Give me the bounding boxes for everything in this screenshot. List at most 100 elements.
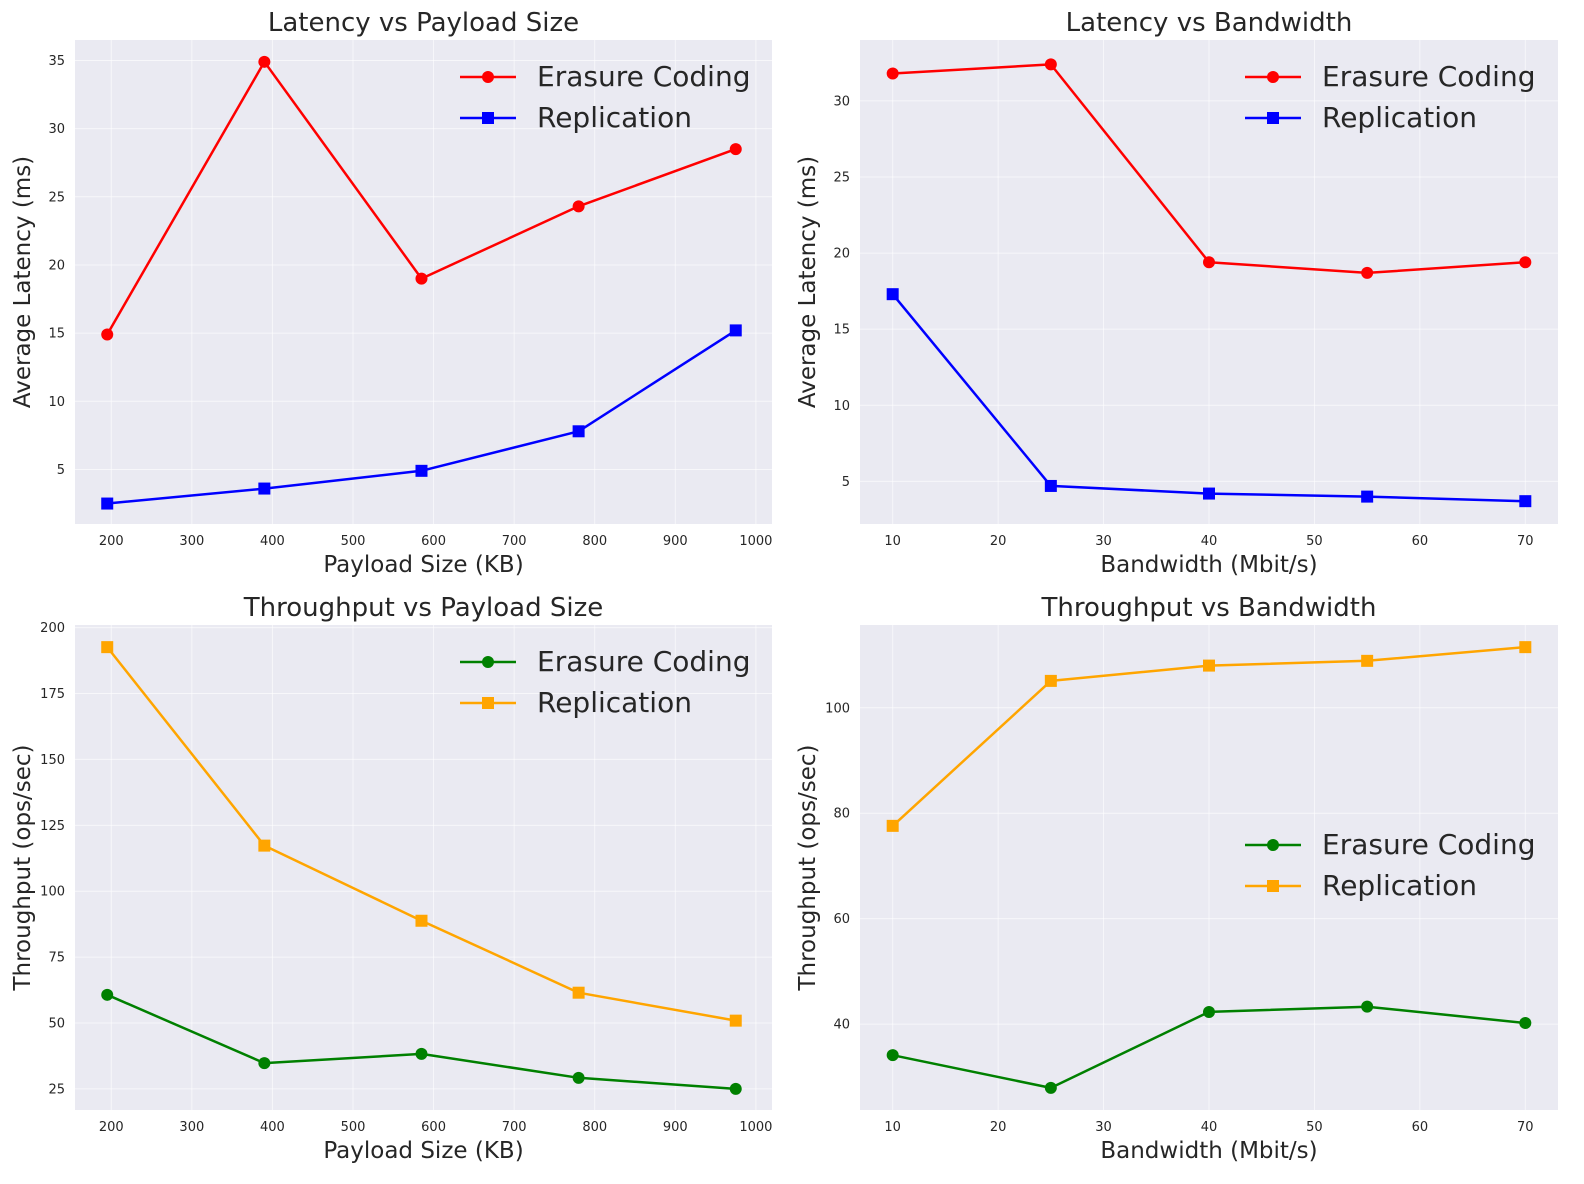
- data-point: [415, 464, 428, 477]
- x-tick-label: 50: [1306, 534, 1323, 549]
- y-tick-label: 150: [40, 753, 65, 768]
- y-tick-label: 15: [48, 327, 65, 342]
- y-tick-label: 10: [833, 399, 850, 414]
- data-point: [1361, 266, 1374, 279]
- data-point: [258, 1057, 271, 1070]
- x-tick-label: 900: [663, 534, 688, 549]
- x-tick-label: 600: [421, 1120, 446, 1135]
- x-tick-label: 60: [1412, 1120, 1429, 1135]
- x-axis-label: Bandwidth (Mbit/s): [1100, 552, 1317, 578]
- data-point: [1044, 674, 1057, 687]
- legend-label: Erasure Coding: [537, 60, 750, 93]
- y-tick-label: 35: [48, 54, 65, 69]
- x-tick-label: 300: [179, 1120, 204, 1135]
- y-tick-label: 5: [842, 475, 850, 490]
- data-point: [572, 986, 585, 999]
- data-point: [729, 324, 742, 337]
- data-point: [1203, 1005, 1215, 1018]
- x-tick-label: 400: [260, 1120, 285, 1135]
- data-point: [886, 67, 899, 80]
- x-tick-label: 40: [1201, 534, 1218, 549]
- data-point: [101, 641, 114, 654]
- y-tick-label: 15: [833, 323, 850, 338]
- y-tick-label: 175: [40, 687, 65, 702]
- chart-panel-3: 200 300 400 500 600 700 800 900 1000 25 50 75 100 125…: [10, 593, 772, 1164]
- y-tick-label: 125: [40, 819, 65, 834]
- data-point: [1361, 1000, 1374, 1013]
- x-tick-label: 600: [421, 534, 446, 549]
- data-point: [1044, 479, 1057, 492]
- data-point: [101, 328, 114, 341]
- data-point: [1519, 495, 1532, 508]
- legend-label: Erasure Coding: [1322, 828, 1535, 861]
- legend-marker: [1267, 112, 1279, 124]
- y-tick-label: 5: [57, 463, 65, 478]
- legend: Erasure Coding Replication: [460, 60, 750, 134]
- data-point: [258, 55, 271, 68]
- y-tick-label: 50: [48, 1017, 65, 1032]
- legend-label: Replication: [1322, 869, 1477, 902]
- y-tick-label: 20: [833, 247, 850, 262]
- legend: Erasure Coding Replication: [1245, 828, 1535, 902]
- data-point: [415, 1047, 428, 1060]
- y-tick-label: 80: [833, 807, 850, 822]
- x-axis-label: Payload Size (KB): [323, 552, 523, 578]
- x-tick-label: 800: [582, 534, 607, 549]
- y-tick-label: 40: [833, 1018, 850, 1033]
- x-tick-label: 800: [582, 1120, 607, 1135]
- legend-marker: [482, 697, 494, 709]
- y-axis-label: Throughput (ops/sec): [10, 744, 36, 991]
- y-tick-label: 20: [48, 258, 65, 273]
- x-tick-label: 50: [1306, 1120, 1323, 1135]
- x-tick-label: 1000: [739, 534, 772, 549]
- y-tick-label: 100: [825, 701, 850, 716]
- data-point: [886, 819, 899, 832]
- legend-label: Erasure Coding: [1322, 60, 1535, 93]
- x-tick-label: 300: [179, 534, 204, 549]
- data-point: [1519, 1017, 1532, 1030]
- data-point: [1361, 654, 1374, 667]
- data-point: [572, 1071, 585, 1084]
- data-point: [729, 1014, 742, 1027]
- legend-marker: [482, 112, 494, 124]
- x-tick-label: 10: [884, 534, 901, 549]
- legend-marker: [482, 71, 494, 83]
- chart-title: Throughput vs Bandwidth: [1041, 593, 1377, 623]
- legend-marker: [482, 656, 494, 668]
- data-point: [1361, 490, 1374, 503]
- x-tick-label: 30: [1095, 534, 1112, 549]
- y-tick-label: 200: [40, 621, 65, 636]
- x-tick-label: 500: [341, 534, 366, 549]
- x-tick-label: 30: [1095, 1120, 1112, 1135]
- data-point: [1203, 659, 1215, 672]
- data-point: [258, 839, 271, 852]
- x-tick-label: 700: [502, 534, 527, 549]
- x-tick-label: 20: [990, 534, 1007, 549]
- legend-label: Erasure Coding: [537, 645, 750, 678]
- x-tick-label: 70: [1517, 534, 1534, 549]
- x-tick-label: 200: [99, 534, 124, 549]
- y-axis-label: Average Latency (ms): [795, 156, 821, 408]
- legend-marker: [1267, 71, 1279, 83]
- y-tick-label: 75: [48, 951, 65, 966]
- data-point: [572, 200, 585, 213]
- data-point: [415, 272, 428, 285]
- data-point: [101, 988, 114, 1001]
- y-axis-label: Average Latency (ms): [10, 156, 36, 408]
- x-tick-label: 700: [502, 1120, 527, 1135]
- y-axis-label: Throughput (ops/sec): [795, 744, 821, 991]
- chart-panel-1: 200 300 400 500 600 700 800 900 1000 5 10 15 20 25 30 3…: [10, 8, 772, 578]
- y-tick-label: 100: [40, 885, 65, 900]
- data-point: [1203, 256, 1215, 269]
- data-point: [886, 288, 899, 301]
- data-point: [1203, 487, 1215, 500]
- data-point: [1044, 1081, 1057, 1094]
- x-axis-label: Bandwidth (Mbit/s): [1100, 1138, 1317, 1164]
- x-tick-label: 400: [260, 534, 285, 549]
- data-point: [1519, 641, 1532, 654]
- data-point: [729, 1082, 742, 1095]
- x-tick-label: 10: [884, 1120, 901, 1135]
- data-point: [101, 497, 114, 510]
- legend-marker: [1267, 839, 1279, 851]
